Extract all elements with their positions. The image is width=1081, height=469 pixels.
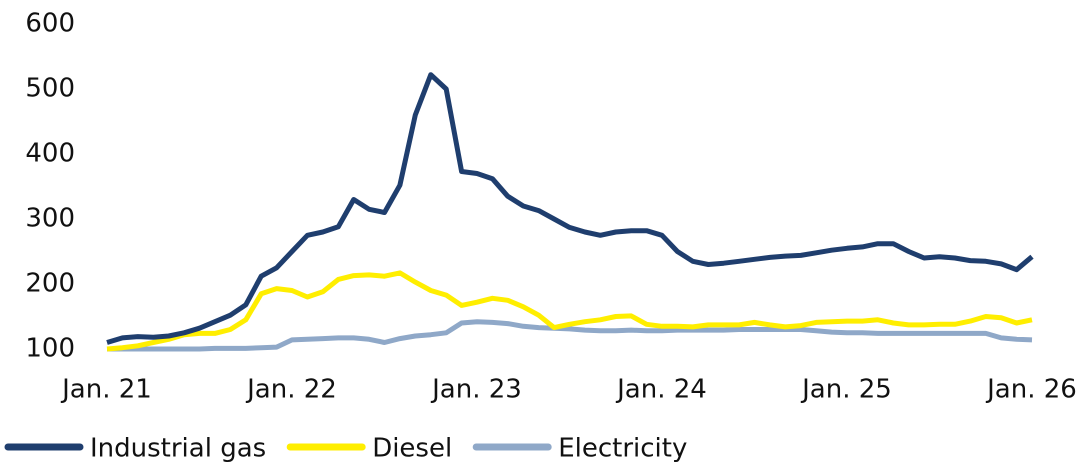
x-tick-label: Jan. 25 [800,375,892,405]
y-tick-label: 400 [25,139,75,169]
x-tick-label: Jan. 21 [60,375,152,405]
line-series [106,270,1033,352]
x-tick-label: Jan. 26 [985,375,1077,405]
line-series [107,319,1033,352]
y-tick-label: 300 [25,204,75,234]
legend-label: Industrial gas [90,434,266,464]
x-tick-label: Jan. 24 [615,375,707,405]
y-tick-label: 100 [25,334,75,364]
x-tick-label: Jan. 22 [245,375,337,405]
y-tick-label: 200 [25,269,75,299]
y-tick-label: 600 [25,9,75,39]
x-tick-label: Jan. 23 [430,375,522,405]
legend-label: Electricity [558,434,687,464]
line-series [106,72,1034,345]
y-tick-label: 500 [25,74,75,104]
legend-label: Diesel [372,434,452,464]
